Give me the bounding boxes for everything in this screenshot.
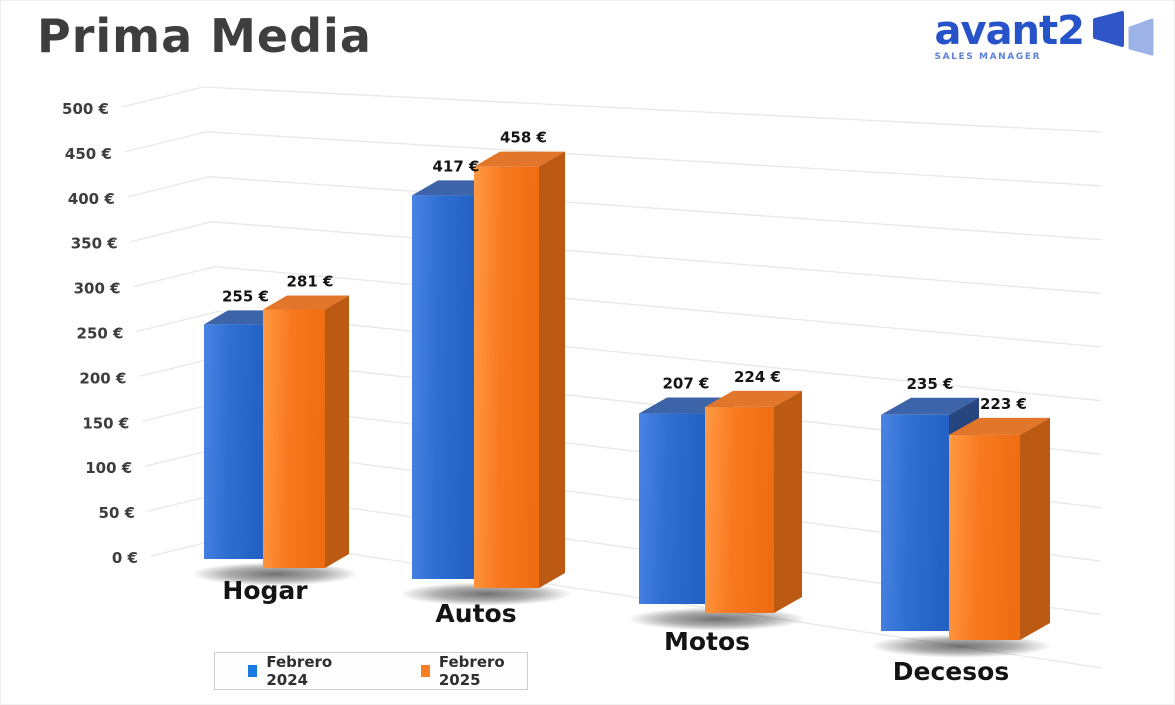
bar-febrero-2024-front-face	[639, 413, 705, 604]
y-tick-label: 400 €	[68, 190, 115, 208]
y-tick-label: 50 €	[99, 504, 136, 522]
value-label-2024: 207 €	[663, 375, 710, 393]
bar-febrero-2025-side-face	[774, 390, 802, 613]
bar-febrero-2025-front-face	[705, 406, 774, 613]
gridline	[127, 176, 1102, 241]
legend-label-2025: Febrero 2025	[438, 653, 505, 689]
value-label-2025: 223 €	[980, 395, 1027, 413]
bar-febrero-2025-top-face	[263, 295, 349, 310]
y-tick-label: 150 €	[82, 414, 129, 432]
bar-febrero-2025-top-face	[949, 417, 1050, 435]
bar-febrero-2025-front-face	[474, 166, 539, 588]
gridline	[133, 265, 1102, 348]
labels-layer: 255 € 281 € Hogar 417 € 458 € Autos 207 € 224 €…	[222, 129, 1027, 686]
gridline	[136, 310, 1102, 402]
bar-febrero-2024-top-face	[881, 397, 979, 415]
bar-febrero-2024-front-face	[204, 324, 263, 559]
brand-name: avant2	[934, 8, 1085, 54]
bar-febrero-2025-side-face	[539, 151, 565, 588]
legend-swatch-blue-icon	[248, 665, 258, 677]
y-tick-label: 0 €	[112, 549, 138, 567]
bar-febrero-2025-side-face	[1020, 417, 1050, 640]
legend-label-2024: Febrero 2024	[266, 653, 333, 689]
bars-layer	[168, 151, 1077, 661]
page-title: Prima Media	[37, 9, 372, 63]
category-label: Decesos	[893, 657, 1009, 686]
y-tick-label: 500 €	[62, 100, 109, 118]
bar-febrero-2025-top-face	[474, 151, 565, 167]
y-tick-label: 350 €	[71, 235, 118, 253]
chart-legend: Febrero 2024 Febrero 2025	[214, 652, 528, 690]
value-label-2024: 235 €	[907, 375, 954, 393]
bar-febrero-2024-front-face	[881, 414, 949, 631]
category-label: Hogar	[222, 576, 308, 605]
y-tick-label: 300 €	[74, 280, 121, 298]
logo-mark-icon	[1093, 11, 1154, 56]
value-label-2024: 417 €	[433, 157, 480, 175]
y-tick-label: 250 €	[77, 325, 124, 343]
bar-febrero-2025-front-face	[263, 309, 325, 568]
value-label-2025: 224 €	[734, 368, 781, 386]
y-tick-label: 200 €	[79, 369, 126, 387]
brand-tagline: SALES MANAGER	[934, 52, 1042, 62]
bar-febrero-2025-top-face	[705, 390, 802, 407]
y-tick-label: 450 €	[65, 145, 112, 163]
legend-entry-2025: Febrero 2025	[420, 653, 528, 689]
bar-shadow	[168, 559, 382, 589]
value-label-2024: 255 €	[222, 287, 269, 305]
bar-febrero-2024-front-face	[412, 195, 474, 580]
bar-febrero-2025-side-face	[325, 295, 349, 568]
y-tick-label: 100 €	[85, 459, 132, 477]
legend-swatch-orange-icon	[420, 665, 430, 677]
gridline	[124, 131, 1102, 187]
brand-logo: avant2 SALES MANAGER	[935, 11, 1157, 63]
value-label-2025: 281 €	[287, 272, 334, 290]
category-label: Autos	[435, 599, 516, 628]
bar-febrero-2025-front-face	[949, 434, 1020, 640]
category-label: Motos	[664, 627, 750, 656]
gridline	[121, 86, 1102, 133]
legend-entry-2024: Febrero 2024	[248, 653, 355, 689]
value-label-2025: 458 €	[500, 129, 547, 147]
gridline	[130, 221, 1102, 295]
